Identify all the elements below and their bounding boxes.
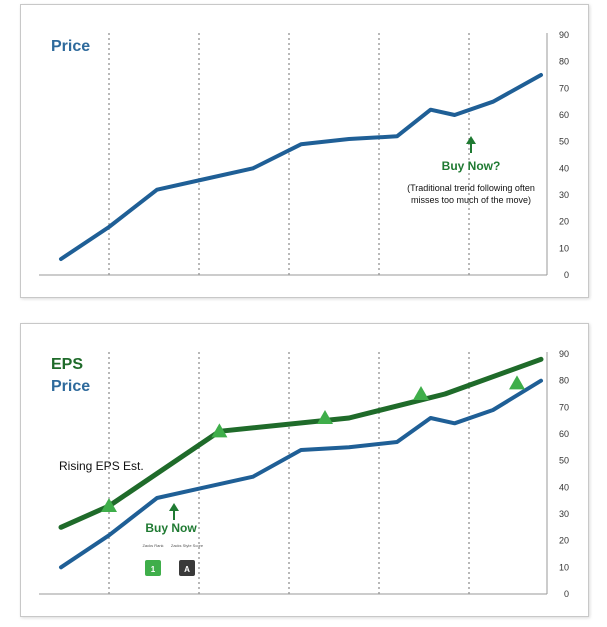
y-tick-label-70: 70 xyxy=(559,402,569,412)
eps-markers xyxy=(101,375,525,512)
y-tick-label-90: 90 xyxy=(559,30,569,40)
eps-price-chart: 0 10 20 30 40 50 60 70 80 90 EPS Price Rising EPS… xyxy=(39,349,569,599)
buy-now-arrow xyxy=(169,503,179,520)
y-tick-label-30: 30 xyxy=(559,509,569,519)
y-tick-label-0: 0 xyxy=(564,589,569,599)
buy-now-arrow xyxy=(466,136,476,153)
eps-marker-0 xyxy=(101,498,117,512)
zacks-style-value: A xyxy=(184,565,190,574)
zacks-style-badge xyxy=(179,560,195,576)
eps-marker-2 xyxy=(317,410,333,424)
grid-lines xyxy=(108,33,470,275)
eps-marker-1 xyxy=(211,423,228,438)
y-tick-label-20: 20 xyxy=(559,217,569,227)
y-tick-label-10: 10 xyxy=(559,562,569,572)
zacks-rank-value: 1 xyxy=(151,565,156,574)
grid-lines xyxy=(108,352,470,594)
note-line-1: (Traditional trend following often xyxy=(407,183,535,193)
zacks-rank-label: Zacks Rank xyxy=(142,543,163,548)
buy-now-question-label: Buy Now? xyxy=(442,159,501,173)
series-line-price xyxy=(59,378,543,570)
y-tick-label-60: 60 xyxy=(559,429,569,439)
rising-eps-label: Rising EPS Est. xyxy=(59,459,144,473)
y-tick-label-40: 40 xyxy=(559,482,569,492)
buy-now-label: Buy Now xyxy=(145,521,197,535)
chart-title-price: Price xyxy=(51,378,90,395)
y-tick-label-80: 80 xyxy=(559,57,569,67)
y-tick-label-90: 90 xyxy=(559,349,569,359)
chart-title-eps: EPS xyxy=(51,356,83,373)
price-chart-panel: 0 10 20 30 40 50 60 70 80 90 Price Buy Now? (Trad… xyxy=(20,4,589,298)
y-axis-ticks: 0 10 20 30 40 50 60 70 80 90 xyxy=(559,349,569,599)
series-line-price xyxy=(59,73,543,261)
eps-marker-3 xyxy=(413,386,429,400)
y-tick-label-80: 80 xyxy=(559,376,569,386)
y-tick-label-10: 10 xyxy=(559,243,569,253)
chart-title: Price xyxy=(51,38,90,55)
series-lines xyxy=(58,356,544,570)
series-lines xyxy=(59,73,543,261)
eps-price-chart-panel: 0 10 20 30 40 50 60 70 80 90 EPS Price Rising EPS… xyxy=(20,323,589,617)
y-tick-label-0: 0 xyxy=(564,270,569,280)
y-tick-label-40: 40 xyxy=(559,163,569,173)
zacks-style-label: Zacks Style Score xyxy=(171,543,204,548)
y-tick-label-50: 50 xyxy=(559,456,569,466)
y-tick-label-70: 70 xyxy=(559,83,569,93)
y-tick-label-20: 20 xyxy=(559,536,569,546)
eps-marker-4 xyxy=(509,375,525,390)
zacks-rank-badge xyxy=(145,560,161,576)
price-chart: 0 10 20 30 40 50 60 70 80 90 Price Buy Now? (Trad… xyxy=(39,30,569,280)
y-tick-label-30: 30 xyxy=(559,190,569,200)
series-line-eps xyxy=(58,356,544,530)
y-axis-ticks: 0 10 20 30 40 50 60 70 80 90 xyxy=(559,30,569,280)
y-tick-label-60: 60 xyxy=(559,110,569,120)
y-tick-label-50: 50 xyxy=(559,137,569,147)
note-line-2: misses too much of the move) xyxy=(411,195,531,205)
